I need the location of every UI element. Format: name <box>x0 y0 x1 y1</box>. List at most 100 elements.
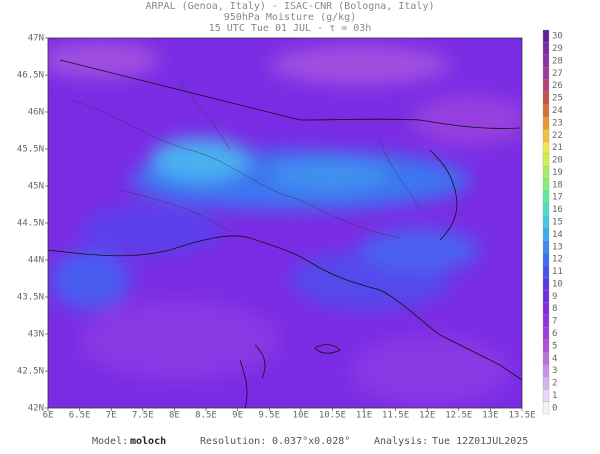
colorbar-swatch <box>542 228 550 241</box>
colorbar-label: 23 <box>552 118 563 128</box>
colorbar-swatch <box>542 67 550 80</box>
y-tick-label: 47N <box>28 34 44 44</box>
x-tick-label: 7E <box>106 411 117 421</box>
x-tick-label: 11.5E <box>382 411 409 421</box>
colorbar-swatch <box>542 289 550 303</box>
colorbar-label: 20 <box>552 156 563 166</box>
x-tick-label: 6E <box>43 411 54 421</box>
colorbar-label: 22 <box>552 131 563 141</box>
colorbar-swatch <box>542 178 550 192</box>
header-line: 15 UTC Tue 01 JUL - τ = 03h <box>209 23 372 34</box>
colorbar-label: 3 <box>552 366 557 376</box>
colorbar-swatch <box>542 351 550 365</box>
colorbar-label: 16 <box>552 205 563 215</box>
colorbar-swatch <box>542 104 550 117</box>
x-tick-label: 10.5E <box>319 411 346 421</box>
colorbar-swatch <box>542 364 550 377</box>
moisture-field <box>48 38 522 408</box>
colorbar-swatch <box>542 153 550 167</box>
footer-value: Tue 12Z01JUL2025 <box>432 436 528 447</box>
colorbar-label: 28 <box>552 56 563 66</box>
x-tick-label: 7.5E <box>132 411 154 421</box>
colorbar-label: 29 <box>552 44 563 54</box>
footer-label: Analysis: <box>374 436 428 447</box>
colorbar-label: 6 <box>552 329 557 339</box>
colorbar-label: 9 <box>552 292 557 302</box>
colorbar-label: 14 <box>552 230 563 240</box>
colorbar-swatch <box>542 240 550 254</box>
y-tick-label: 44N <box>28 256 44 266</box>
colorbar-swatch <box>542 116 550 130</box>
x-tick-label: 8.5E <box>195 411 217 421</box>
colorbar-label: 27 <box>552 69 563 79</box>
x-tick-label: 10E <box>293 411 309 421</box>
colorbar-label: 7 <box>552 317 557 327</box>
colorbar-label: 18 <box>552 180 563 190</box>
colorbar-swatch <box>542 29 550 43</box>
colorbar-label: 24 <box>552 106 563 116</box>
colorbar-label: 21 <box>552 143 563 153</box>
header-line: 950hPa Moisture (g/kg) <box>224 12 356 23</box>
colorbar-swatch <box>542 265 550 278</box>
y-tick-label: 46.5N <box>17 71 44 81</box>
colorbar-label: 13 <box>552 242 563 252</box>
x-tick-label: 13.5E <box>508 411 535 421</box>
colorbar-label: 5 <box>552 341 557 351</box>
colorbar-label: 30 <box>552 32 563 42</box>
colorbar-swatch <box>542 376 550 390</box>
colorbar-swatch <box>542 215 550 229</box>
x-tick-label: 6.5E <box>69 411 91 421</box>
colorbar-swatch <box>542 314 550 328</box>
y-tick-label: 43.5N <box>17 293 44 303</box>
colorbar-label: 17 <box>552 193 563 203</box>
colorbar-swatch <box>542 42 550 55</box>
x-tick-label: 11E <box>356 411 372 421</box>
colorbar-label: 19 <box>552 168 563 178</box>
colorbar-swatch <box>542 389 550 402</box>
colorbar-label: 15 <box>552 218 563 228</box>
colorbar-label: 10 <box>552 279 563 289</box>
header-line: ARPAL (Genoa, Italy) - ISAC-CNR (Bologna… <box>146 1 435 12</box>
colorbar-swatch <box>542 252 550 266</box>
colorbar-label: 12 <box>552 255 563 265</box>
y-tick-label: 44.5N <box>17 219 44 229</box>
footer-label: Resolution: <box>200 436 266 447</box>
colorbar-swatch <box>542 54 550 68</box>
y-tick-label: 46N <box>28 108 44 118</box>
colorbar-swatch <box>542 79 550 93</box>
colorbar-swatch <box>542 91 550 105</box>
colorbar-label: 25 <box>552 94 563 104</box>
colorbar-swatch <box>542 277 550 291</box>
colorbar-swatch <box>542 203 550 216</box>
x-tick-label: 9.5E <box>258 411 280 421</box>
x-tick-label: 12E <box>419 411 435 421</box>
colorbar-swatch <box>542 128 550 142</box>
colorbar-swatch <box>542 190 550 204</box>
colorbar-swatch <box>542 141 550 155</box>
colorbar-label: 2 <box>552 379 557 389</box>
x-tick-label: 8E <box>169 411 180 421</box>
footer-value: 0.037°x0.028° <box>272 436 350 447</box>
y-tick-label: 45N <box>28 182 44 192</box>
colorbar-swatch <box>542 302 550 316</box>
x-tick-label: 9E <box>232 411 243 421</box>
colorbar-swatch <box>542 339 550 353</box>
y-tick-label: 45.5N <box>17 145 44 155</box>
colorbar-label: 1 <box>552 391 557 401</box>
colorbar-label: 8 <box>552 304 557 314</box>
colorbar-swatch <box>542 166 550 179</box>
footer-label: Model: <box>92 436 128 447</box>
colorbar-swatch <box>542 401 550 415</box>
colorbar-label: 4 <box>552 354 557 364</box>
colorbar-label: 26 <box>552 81 563 91</box>
colorbar-label: 11 <box>552 267 563 277</box>
y-tick-label: 42N <box>28 404 44 414</box>
footer-value: moloch <box>130 436 166 447</box>
x-tick-label: 13E <box>482 411 498 421</box>
x-tick-label: 12.5E <box>445 411 472 421</box>
y-tick-label: 43N <box>28 330 44 340</box>
colorbar-label: 0 <box>552 403 557 413</box>
y-tick-label: 42.5N <box>17 367 44 377</box>
colorbar-swatch <box>542 327 550 340</box>
